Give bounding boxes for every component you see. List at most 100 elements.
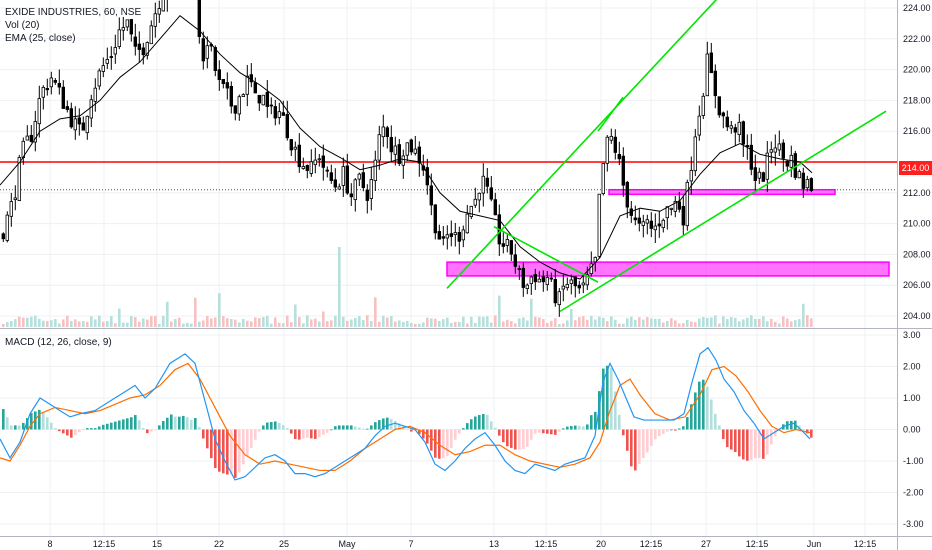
- macd-histogram-bar: [610, 368, 613, 430]
- volume-bar: [694, 322, 697, 327]
- volume-bar: [42, 320, 45, 327]
- macd-histogram-bar: [626, 429, 629, 451]
- volume-bar: [482, 316, 485, 327]
- volume-bar: [14, 319, 17, 327]
- volume-bar: [726, 319, 729, 327]
- macd-histogram-bar: [554, 429, 557, 435]
- candle-body: [717, 96, 721, 116]
- candle-body: [469, 206, 473, 217]
- candle-body: [157, 8, 161, 15]
- trend-lines: [446, 0, 887, 313]
- volume-bar: [730, 317, 733, 327]
- volume-bar: [486, 316, 489, 327]
- macd-histogram-bar: [14, 425, 17, 430]
- volume-bar: [274, 317, 277, 327]
- candle-body: [205, 45, 209, 59]
- volume-bar: [250, 321, 253, 327]
- volume-bar: [494, 315, 497, 327]
- candle-body: [9, 201, 13, 217]
- volume-bar: [38, 318, 41, 327]
- trend-line: [493, 225, 599, 283]
- volume-bar: [594, 319, 597, 327]
- volume-bar: [122, 322, 125, 327]
- volume-bar: [110, 316, 113, 327]
- candle-body: [413, 148, 417, 154]
- price-tick-label: 220.00: [903, 65, 931, 75]
- volume-bar: [510, 321, 513, 327]
- macd-histogram-bar: [86, 428, 89, 430]
- volume-bar: [330, 320, 333, 327]
- volume-bar: [58, 323, 61, 327]
- candle-body: [357, 173, 361, 180]
- volume-bar: [514, 323, 517, 327]
- price-candles: [1, 0, 813, 317]
- volume-bar: [362, 320, 365, 327]
- volume-bar: [582, 316, 585, 327]
- volume-bar: [562, 323, 565, 327]
- macd-histogram-bar: [366, 428, 369, 430]
- candle-body: [41, 87, 45, 98]
- candle-body: [273, 106, 277, 119]
- candle-body: [573, 276, 577, 287]
- volume-bar: [350, 319, 353, 327]
- volume-bar: [678, 323, 681, 327]
- volume-bar: [738, 321, 741, 327]
- macd-histogram-bar: [762, 429, 765, 459]
- symbol-title[interactable]: EXIDE INDUSTRIES, 60, NSE: [5, 7, 142, 18]
- macd-histogram-bar: [266, 422, 269, 430]
- volume-bar: [570, 308, 573, 327]
- macd-histogram-bar: [426, 429, 429, 444]
- volume-bar: [462, 316, 465, 327]
- macd-histogram-bar: [674, 429, 677, 431]
- candle-body: [561, 285, 565, 290]
- macd-histogram-bar: [326, 429, 329, 433]
- macd-histogram-bar: [290, 429, 293, 434]
- time-tick-label: 12:15: [854, 539, 877, 549]
- macd-histogram-bar: [382, 418, 385, 430]
- candle-body: [457, 232, 461, 242]
- macd-histogram-bar: [526, 429, 529, 447]
- macd-histogram-bar: [642, 429, 645, 459]
- price-tick-label: 222.00: [903, 34, 931, 44]
- candle-body: [601, 163, 605, 195]
- candle-body: [777, 143, 781, 151]
- macd-histogram-bar: [422, 429, 425, 439]
- macd-histogram-bar: [590, 415, 593, 430]
- volume-bar: [242, 318, 245, 327]
- macd-histogram-bar: [166, 417, 169, 430]
- candle-body: [77, 117, 81, 125]
- candle-body: [509, 240, 513, 255]
- candle-body: [689, 169, 693, 182]
- macd-histogram-bar: [350, 425, 353, 430]
- candle-body: [621, 155, 625, 186]
- macd-legend[interactable]: MACD (12, 26, close, 9): [5, 337, 112, 348]
- volume-bar: [382, 315, 385, 327]
- macd-histogram-bar: [466, 423, 469, 430]
- time-tick-label: 12:15: [640, 539, 663, 549]
- volume-legend[interactable]: Vol (20): [5, 20, 40, 31]
- macd-histogram-bar: [82, 429, 85, 431]
- candle-body: [65, 106, 69, 110]
- macd-histogram-bar: [114, 421, 117, 430]
- time-tick-label: 13: [489, 539, 499, 549]
- candle-body: [93, 87, 97, 102]
- candle-body: [449, 233, 453, 237]
- macd-histogram-bar: [346, 425, 349, 430]
- macd-histogram-bar: [418, 429, 421, 435]
- macd-histogram-bar: [338, 425, 341, 430]
- candle-body: [733, 127, 737, 133]
- candle-body: [33, 121, 37, 143]
- volume-bar: [574, 320, 577, 327]
- volume-bar: [774, 321, 777, 327]
- candle-body: [773, 147, 777, 153]
- ema-legend[interactable]: EMA (25, close): [5, 33, 76, 44]
- volume-bar: [466, 323, 469, 327]
- volume-bar: [534, 316, 537, 327]
- macd-histogram-bar: [142, 427, 145, 430]
- volume-bar: [2, 323, 5, 327]
- candle-body: [233, 105, 237, 114]
- candle-body: [105, 59, 109, 64]
- macd-histogram-bar: [802, 429, 805, 431]
- macd-histogram-bar: [362, 428, 365, 430]
- macd-histogram-bar: [714, 413, 717, 430]
